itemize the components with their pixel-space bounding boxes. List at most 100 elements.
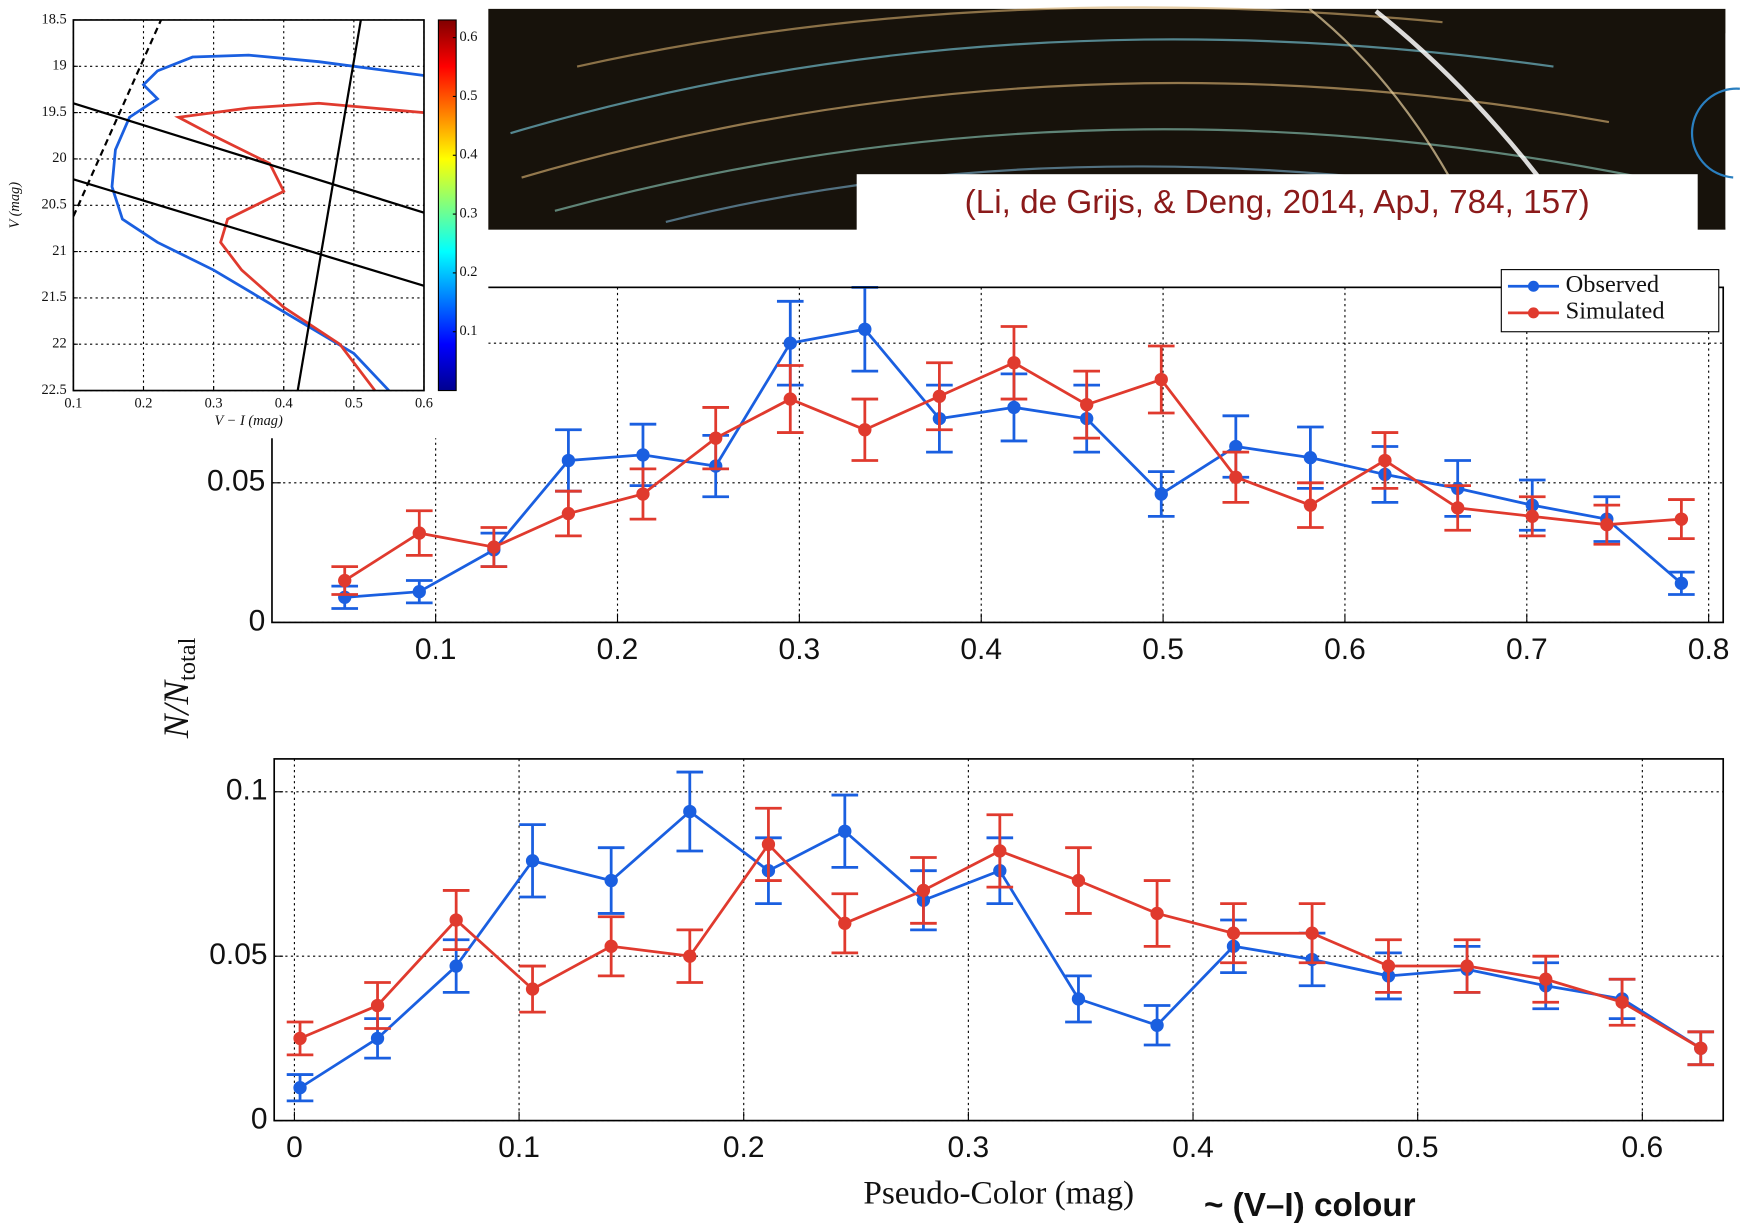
colorbar-tick-label: 0.1 (459, 323, 477, 339)
marker (1150, 1018, 1164, 1032)
marker (1381, 959, 1396, 973)
marker (1451, 501, 1465, 515)
x-tick-label: 0.4 (960, 633, 1002, 666)
marker (1226, 926, 1241, 940)
y-tick-label: 0.05 (207, 465, 265, 498)
marker (449, 959, 463, 973)
x-tick-label: 0.6 (415, 396, 433, 412)
annotation: ~ (V–I) colour (1204, 1187, 1416, 1224)
y-tick-label: 0.1 (226, 774, 268, 807)
marker (858, 322, 872, 336)
x-tick-label: 0.6 (1324, 633, 1366, 666)
marker (1229, 439, 1243, 454)
marker (293, 1081, 307, 1095)
x-tick-label: 0.1 (498, 1131, 540, 1164)
x-tick-label: 0.7 (1506, 633, 1548, 666)
marker (487, 540, 501, 554)
legend-label: Simulated (1566, 297, 1665, 324)
marker (636, 487, 650, 501)
marker (561, 506, 576, 521)
marker (916, 883, 931, 898)
isochrone-line (73, 102, 424, 214)
colorbar (437, 19, 457, 392)
y-tick-label: 20 (52, 150, 66, 166)
marker (683, 949, 697, 963)
citation-box (856, 174, 1698, 233)
marker (838, 824, 852, 838)
marker (761, 837, 776, 852)
x-tick-label: 0.3 (205, 396, 223, 412)
isochrone-line (174, 101, 424, 391)
marker (1229, 470, 1243, 484)
marker (1460, 959, 1474, 973)
colorbar-tick-label: 0.5 (459, 88, 477, 104)
marker (1378, 453, 1392, 468)
marker (1539, 972, 1553, 986)
y-tick-label: 22.5 (42, 382, 67, 398)
x-tick-label: 0.4 (275, 396, 293, 412)
y-tick-label: 19 (52, 58, 66, 74)
marker (1071, 873, 1086, 888)
x-tick-label: 0 (286, 1131, 303, 1164)
x-axis-label: Pseudo-Color (mag) (863, 1175, 1134, 1212)
isochrone-line (73, 178, 424, 287)
marker (1303, 498, 1318, 512)
marker (858, 423, 872, 437)
y-tick-label: 0.05 (209, 938, 267, 971)
marker (525, 982, 540, 996)
colorbar-tick-label: 0.6 (459, 29, 477, 45)
logo-arc (1690, 87, 1740, 179)
x-tick-label: 0.2 (134, 396, 152, 412)
marker (1525, 509, 1539, 523)
series (286, 806, 1715, 1067)
marker (525, 854, 540, 868)
marker (683, 804, 697, 819)
x-tick-label: 0.2 (723, 1131, 765, 1164)
x-tick-label: 0.3 (948, 1131, 990, 1164)
marker (636, 448, 650, 462)
marker (709, 431, 723, 445)
chart: 0 0.05 0.1 0.1 0.2 0.3 0.4 0.5 0.6 0.7 0.8 Observed… (156, 269, 1729, 740)
marker (838, 916, 852, 930)
x-tick-label: 0.5 (345, 396, 363, 412)
x-tick-label: 0.3 (779, 633, 821, 666)
logo-area (1725, 33, 1740, 228)
series (331, 325, 1695, 596)
colorbar-tick-label: 0.2 (459, 264, 477, 280)
x-tick-label: 0.5 (1397, 1131, 1439, 1164)
marker (783, 336, 797, 350)
x-tick-label: 0.1 (415, 633, 457, 666)
isochrone-line (73, 19, 163, 217)
marker (449, 913, 463, 927)
legend-label: Observed (1566, 271, 1659, 298)
marker (1154, 487, 1168, 501)
y-tick-label: 21.5 (42, 289, 67, 305)
legend-box (1500, 269, 1720, 333)
marker (1694, 1041, 1708, 1055)
y-tick-label: 20.5 (42, 197, 67, 213)
marker (1674, 512, 1689, 526)
plot-area (271, 287, 1724, 623)
marker (1071, 992, 1086, 1006)
y-tick-label: 0 (249, 604, 266, 637)
x-tick-label: 0.5 (1142, 633, 1184, 666)
plot-area (274, 758, 1724, 1121)
marker (932, 389, 947, 403)
plot-area (73, 19, 424, 391)
y-tick-label: 19.5 (42, 104, 67, 120)
citation: (Li, de Grijs, & Deng, 2014, ApJ, 784, 1… (965, 184, 1590, 221)
x-tick-label: 0.6 (1622, 1131, 1664, 1164)
y-axis-label-main: N/N (156, 679, 196, 740)
x-tick-label: 0.1 (64, 396, 82, 412)
isochrone-line (296, 19, 362, 391)
marker (1674, 576, 1689, 590)
marker (412, 526, 426, 540)
marker (561, 453, 576, 468)
marker (412, 585, 426, 599)
marker (1150, 906, 1164, 921)
marker (604, 873, 618, 888)
y-tick-label: 0 (251, 1103, 268, 1136)
x-tick-label: 0.2 (597, 633, 639, 666)
